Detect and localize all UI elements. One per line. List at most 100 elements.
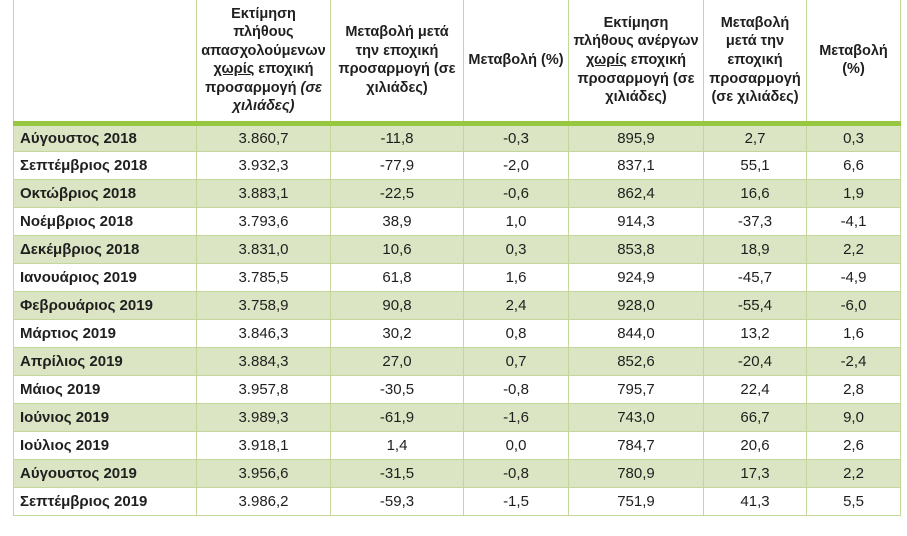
value-cell: 3.884,3 (196, 346, 331, 376)
value-cell: 914,3 (568, 206, 704, 236)
statistics-table-container: Εκτίμηση πλήθους απασχολούμενων χωρίς επ… (13, 0, 901, 536)
value-cell: 3.831,0 (196, 234, 331, 264)
column-header: Μεταβολή (%) (463, 0, 569, 126)
month-cell: Φεβρουάριος 2019 (13, 290, 197, 320)
column-header: Μεταβολή (%) (806, 0, 901, 126)
value-cell: 2,2 (806, 458, 901, 488)
value-cell: -37,3 (703, 206, 807, 236)
table-row: Μάρτιος 2019 3.846,3 30,2 0,8 844,0 13,2 1,6 (13, 318, 901, 348)
table-row: Οκτώβριος 2018 3.883,1 -22,5 -0,6 862,4 16,6 1… (13, 178, 901, 208)
value-cell: -0,8 (463, 374, 569, 404)
value-cell: 20,6 (703, 430, 807, 460)
column-header: Μεταβολή μετά την εποχική προσαρμογή (σε… (703, 0, 807, 126)
value-cell: 0,0 (463, 430, 569, 460)
value-cell: 3.986,2 (196, 486, 331, 516)
header-text-segment: Μεταβολή μετά την εποχική προσαρμογή (σε… (338, 24, 456, 96)
table-row: Φεβρουάριος 2019 3.758,9 90,8 2,4 928,0 -55,4… (13, 290, 901, 320)
header-text-segment: εποχική προσαρμογή (205, 61, 314, 96)
value-cell: 3.758,9 (196, 290, 331, 320)
month-cell: Αύγουστος 2019 (13, 458, 197, 488)
month-cell: Απρίλιος 2019 (13, 346, 197, 376)
value-cell: 0,7 (463, 346, 569, 376)
table-row: Ιανουάριος 2019 3.785,5 61,8 1,6 924,9 -45,7-… (13, 262, 901, 292)
value-cell: 3.793,6 (196, 206, 331, 236)
value-cell: -1,6 (463, 402, 569, 432)
value-cell: 66,7 (703, 402, 807, 432)
value-cell: 837,1 (568, 150, 704, 180)
month-cell: Δεκέμβριος 2018 (13, 234, 197, 264)
header-text-segment: εποχική προσαρμογή (σε χιλιάδες) (577, 51, 695, 106)
value-cell: 27,0 (330, 346, 464, 376)
month-cell: Μάιος 2019 (13, 374, 197, 404)
value-cell: -2,4 (806, 346, 901, 376)
value-cell: 61,8 (330, 262, 464, 292)
table-header: Εκτίμηση πλήθους απασχολούμενων χωρίς επ… (13, 0, 901, 126)
value-cell: 22,4 (703, 374, 807, 404)
value-cell: 90,8 (330, 290, 464, 320)
value-cell: 0,8 (463, 318, 569, 348)
value-cell: 18,9 (703, 234, 807, 264)
value-cell: 0,3 (463, 234, 569, 264)
value-cell: -77,9 (330, 150, 464, 180)
corner-cell (13, 0, 197, 126)
header-row: Εκτίμηση πλήθους απασχολούμενων χωρίς επ… (13, 0, 901, 126)
stats-table: Εκτίμηση πλήθους απασχολούμενων χωρίς επ… (13, 0, 901, 516)
table-row: Σεπτέμβριος 2018 3.932,3 -77,9 -2,0 837,1 55,… (13, 150, 901, 180)
value-cell: -1,5 (463, 486, 569, 516)
value-cell: -0,6 (463, 178, 569, 208)
value-cell: 1,6 (806, 318, 901, 348)
value-cell: -31,5 (330, 458, 464, 488)
month-cell: Ιανουάριος 2019 (13, 262, 197, 292)
column-header: Εκτίμηση πλήθους ανέργων χωρίς εποχική π… (568, 0, 704, 126)
header-text-segment: Εκτίμηση πλήθους ανέργων (573, 14, 699, 50)
table-body: Αύγουστος 2018 3.860,7 -11,8 -0,3 895,9 2,7 0,… (13, 122, 901, 516)
value-cell: -61,9 (330, 402, 464, 432)
month-cell: Μάρτιος 2019 (13, 318, 197, 348)
value-cell: 853,8 (568, 234, 704, 264)
header-text-segment: χωρίς (585, 51, 627, 68)
value-cell: -55,4 (703, 290, 807, 320)
value-cell: -59,3 (330, 486, 464, 516)
value-cell: 780,9 (568, 458, 704, 488)
header-text-segment: Μεταβολή (%) (819, 42, 888, 78)
month-cell: Ιούλιος 2019 (13, 430, 197, 460)
month-cell: Ιούνιος 2019 (13, 402, 197, 432)
value-cell: 3.918,1 (196, 430, 331, 460)
table-row: Αύγουστος 2019 3.956,6 -31,5 -0,8 780,9 17,3 2… (13, 458, 901, 488)
value-cell: -6,0 (806, 290, 901, 320)
header-text-segment: Μεταβολή (%) (468, 51, 564, 68)
table-row: Ιούνιος 2019 3.989,3 -61,9 -1,6 743,0 66,7 9,0 (13, 402, 901, 432)
month-cell: Νοέμβριος 2018 (13, 206, 197, 236)
value-cell: 2,4 (463, 290, 569, 320)
value-cell: 1,0 (463, 206, 569, 236)
value-cell: 895,9 (568, 122, 704, 152)
table-row: Μάιος 2019 3.957,8 -30,5 -0,8 795,7 22,4 2,8 (13, 374, 901, 404)
header-text-segment: (σε χιλιάδες) (232, 79, 322, 115)
value-cell: 3.883,1 (196, 178, 331, 208)
value-cell: -45,7 (703, 262, 807, 292)
value-cell: -30,5 (330, 374, 464, 404)
column-header: Εκτίμηση πλήθους απασχολούμενων χωρίς επ… (196, 0, 331, 126)
value-cell: 2,8 (806, 374, 901, 404)
value-cell: 30,2 (330, 318, 464, 348)
value-cell: 5,5 (806, 486, 901, 516)
value-cell: 743,0 (568, 402, 704, 432)
value-cell: -0,3 (463, 122, 569, 152)
value-cell: 9,0 (806, 402, 901, 432)
value-cell: 1,4 (330, 430, 464, 460)
value-cell: 751,9 (568, 486, 704, 516)
month-cell: Αύγουστος 2018 (13, 122, 197, 152)
value-cell: 928,0 (568, 290, 704, 320)
value-cell: 16,6 (703, 178, 807, 208)
value-cell: -0,8 (463, 458, 569, 488)
value-cell: -11,8 (330, 122, 464, 152)
table-row: Νοέμβριος 2018 3.793,6 38,9 1,0 914,3 -37,3 -4… (13, 206, 901, 236)
value-cell: 924,9 (568, 262, 704, 292)
value-cell: -2,0 (463, 150, 569, 180)
value-cell: -20,4 (703, 346, 807, 376)
value-cell: 1,9 (806, 178, 901, 208)
table-row: Αύγουστος 2018 3.860,7 -11,8 -0,3 895,9 2,7 0,… (13, 122, 901, 152)
value-cell: 3.932,3 (196, 150, 331, 180)
value-cell: 852,6 (568, 346, 704, 376)
table-row: Σεπτέμβριος 2019 3.986,2 -59,3 -1,5 751,9 41,… (13, 486, 901, 516)
